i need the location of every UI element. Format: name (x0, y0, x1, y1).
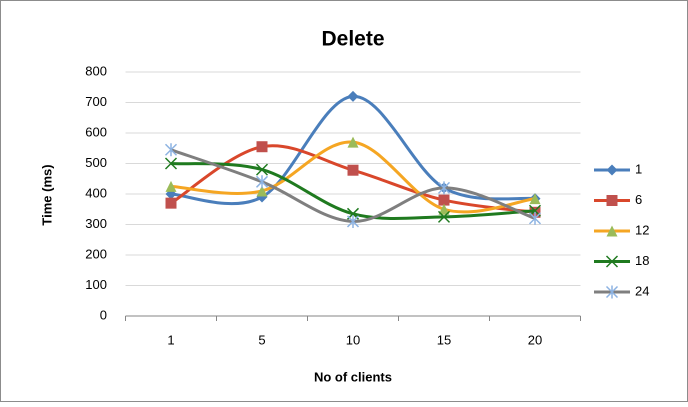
x-tick-label: 20 (528, 332, 542, 347)
marker (256, 185, 268, 197)
x-axis-label: No of clients (314, 369, 392, 384)
marker (528, 211, 542, 225)
marker (437, 181, 451, 195)
marker (605, 285, 619, 299)
y-tick-label: 600 (85, 124, 107, 139)
x-tick-label: 1 (167, 332, 174, 347)
marker (165, 197, 177, 209)
marker (606, 164, 618, 176)
x-tick-label: 15 (437, 332, 451, 347)
y-tick-label: 100 (85, 277, 107, 292)
y-tick-label: 400 (85, 185, 107, 200)
marker (347, 164, 359, 176)
marker (437, 210, 451, 223)
legend-label: 24 (635, 283, 649, 298)
x-tick-label: 5 (258, 332, 265, 347)
legend-label: 6 (635, 192, 642, 207)
marker (255, 163, 269, 176)
marker (529, 193, 541, 205)
marker (164, 143, 178, 157)
marker (606, 195, 618, 206)
marker (255, 175, 269, 189)
marker (605, 255, 619, 268)
marker (438, 194, 450, 206)
marker (438, 203, 450, 215)
marker (165, 180, 177, 192)
legend-label: 1 (635, 161, 642, 176)
y-axis-label: Time (ms) (39, 164, 54, 225)
y-tick-label: 300 (85, 216, 107, 231)
y-tick-label: 200 (85, 246, 107, 261)
y-tick-label: 0 (100, 307, 107, 322)
y-tick-label: 700 (85, 94, 107, 109)
y-tick-label: 500 (85, 155, 107, 170)
legend-label: 18 (635, 253, 649, 268)
marker (346, 214, 360, 228)
x-tick-label: 10 (346, 332, 360, 347)
marker (606, 225, 618, 237)
marker (347, 136, 359, 148)
legend-label: 12 (635, 222, 649, 237)
marker (347, 90, 359, 102)
y-tick-label: 800 (85, 63, 107, 78)
marker (164, 157, 178, 170)
marker (256, 141, 268, 153)
chart-title: Delete (321, 28, 384, 51)
